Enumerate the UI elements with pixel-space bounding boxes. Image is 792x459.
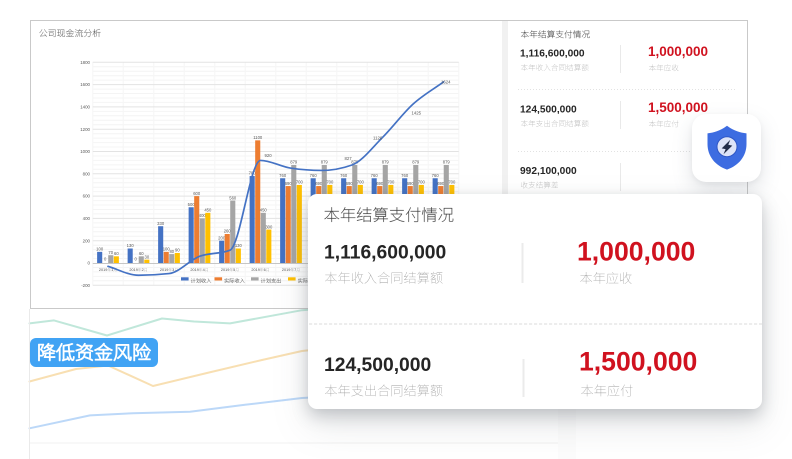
svg-text:600: 600	[193, 191, 201, 196]
svg-text:1: 1	[111, 268, 113, 272]
svg-text:5: 5	[233, 268, 235, 272]
svg-text:2019: 2019	[160, 268, 168, 272]
svg-text:600: 600	[83, 194, 91, 199]
svg-text:992,100,000: 992,100,000	[520, 166, 577, 177]
svg-text:760: 760	[401, 173, 409, 178]
svg-text:1126: 1126	[373, 136, 383, 141]
svg-text:70: 70	[108, 250, 113, 255]
svg-text:0: 0	[135, 257, 138, 262]
svg-text:1800: 1800	[80, 60, 90, 65]
svg-text:60: 60	[139, 251, 144, 256]
svg-text:2: 2	[142, 268, 144, 272]
svg-text:4: 4	[203, 268, 205, 272]
svg-text:827: 827	[345, 156, 353, 161]
svg-text:450: 450	[260, 208, 268, 213]
svg-text:760: 760	[340, 173, 348, 178]
svg-text:100: 100	[96, 247, 104, 252]
svg-text:690: 690	[376, 181, 384, 186]
svg-text:700: 700	[418, 180, 426, 185]
svg-text:879: 879	[382, 160, 390, 165]
svg-text:1624: 1624	[441, 80, 451, 85]
svg-text:330: 330	[157, 221, 165, 226]
svg-text:879: 879	[443, 160, 451, 165]
svg-text:1,000,000: 1,000,000	[577, 237, 695, 267]
svg-text:2019: 2019	[129, 268, 137, 272]
svg-text:1,500,000: 1,500,000	[648, 100, 708, 115]
svg-text:7: 7	[294, 268, 296, 272]
svg-text:1,116,600,000: 1,116,600,000	[520, 49, 585, 60]
svg-text:6: 6	[264, 268, 266, 272]
svg-text:2019: 2019	[99, 268, 107, 272]
svg-text:1425: 1425	[412, 111, 422, 116]
svg-text:30: 30	[144, 254, 149, 259]
svg-text:400: 400	[199, 213, 207, 218]
svg-text:879: 879	[412, 160, 420, 165]
svg-text:300: 300	[265, 224, 273, 229]
svg-text:260: 260	[224, 229, 232, 234]
svg-text:690: 690	[285, 181, 293, 186]
svg-text:2019: 2019	[282, 268, 290, 272]
svg-text:1,000,000: 1,000,000	[648, 44, 708, 59]
svg-text:3: 3	[172, 268, 174, 272]
svg-text:760: 760	[432, 173, 440, 178]
svg-text:500: 500	[188, 202, 196, 207]
svg-text:100: 100	[163, 247, 171, 252]
svg-text:-200: -200	[81, 283, 90, 288]
svg-text:0: 0	[88, 261, 91, 266]
svg-text:200: 200	[83, 238, 91, 243]
svg-text:130: 130	[127, 243, 135, 248]
svg-text:920: 920	[265, 153, 273, 158]
svg-text:200: 200	[218, 235, 226, 240]
svg-text:0: 0	[104, 257, 107, 262]
svg-text:124,500,000: 124,500,000	[324, 355, 431, 376]
svg-text:450: 450	[204, 208, 212, 213]
svg-text:60: 60	[114, 251, 119, 256]
svg-text:90: 90	[175, 248, 180, 253]
svg-text:560: 560	[229, 195, 237, 200]
svg-text:879: 879	[351, 160, 359, 165]
svg-text:1600: 1600	[80, 82, 90, 87]
svg-text:1100: 1100	[253, 135, 263, 140]
svg-text:800: 800	[83, 171, 91, 176]
svg-text:690: 690	[407, 181, 415, 186]
svg-text:760: 760	[310, 173, 318, 178]
svg-text:400: 400	[83, 216, 91, 221]
svg-text:690: 690	[346, 181, 354, 186]
svg-text:879: 879	[290, 160, 298, 165]
svg-text:879: 879	[321, 160, 329, 165]
svg-text:2019: 2019	[221, 268, 229, 272]
svg-text:1,500,000: 1,500,000	[579, 347, 697, 377]
svg-text:1400: 1400	[80, 105, 90, 110]
svg-text:1,116,600,000: 1,116,600,000	[324, 242, 446, 263]
svg-text:700: 700	[326, 180, 334, 185]
svg-text:700: 700	[448, 180, 456, 185]
svg-text:124,500,000: 124,500,000	[520, 105, 577, 116]
svg-text:700: 700	[296, 180, 304, 185]
svg-text:2019: 2019	[190, 268, 198, 272]
svg-text:130: 130	[235, 243, 243, 248]
svg-text:690: 690	[437, 181, 445, 186]
svg-text:2019: 2019	[251, 268, 259, 272]
svg-text:80: 80	[169, 249, 174, 254]
svg-text:1200: 1200	[80, 127, 90, 132]
svg-text:1000: 1000	[80, 149, 90, 154]
svg-text:690: 690	[315, 181, 323, 186]
svg-text:700: 700	[357, 180, 365, 185]
svg-text:700: 700	[387, 180, 395, 185]
svg-text:760: 760	[371, 173, 379, 178]
svg-text:760: 760	[279, 173, 287, 178]
